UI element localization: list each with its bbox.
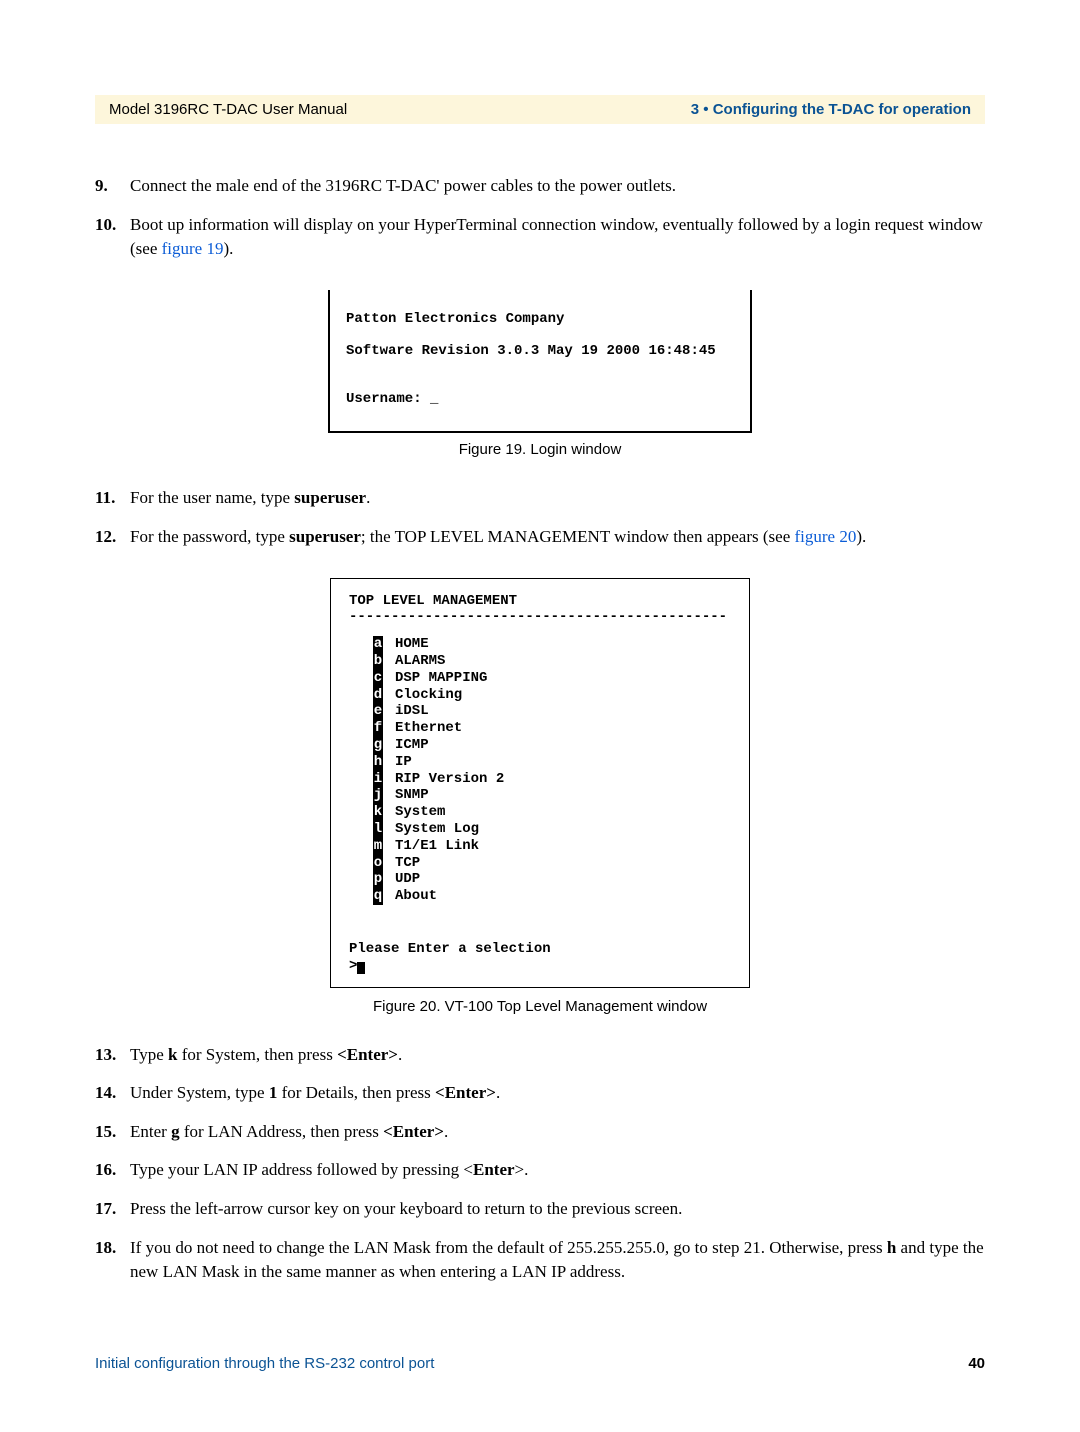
menu-row-i: iRIP Version 2 [373,771,504,788]
page-footer: Initial configuration through the RS-232… [95,1355,985,1372]
page-header-bar: Model 3196RC T-DAC User Manual 3 • Confi… [95,95,985,124]
footer-right-page-number: 40 [968,1355,985,1372]
steps-list-2: For the user name, type superuser. For th… [95,486,985,549]
step-12: For the password, type superuser; the TO… [130,525,985,550]
figure-20-prompt2: > [349,958,731,975]
menu-value: ALARMS [383,653,504,670]
menu-value: iDSL [383,703,504,720]
step-15: Enter g for LAN Address, then press <Ent… [130,1120,985,1145]
menu-key: e [373,703,383,720]
steps-list-3: Type k for System, then press <Enter>. Un… [95,1043,985,1285]
menu-row-l: lSystem Log [373,821,504,838]
menu-value: SNMP [383,787,504,804]
menu-value: UDP [383,871,504,888]
footer-left-text: Initial configuration through the RS-232… [95,1355,434,1372]
figure-ref-19: figure 19 [162,239,224,258]
menu-key: b [373,653,383,670]
menu-key: c [373,670,383,687]
menu-value: RIP Version 2 [383,771,504,788]
menu-key: o [373,855,383,872]
menu-value: T1/E1 Link [383,838,504,855]
menu-key: q [373,888,383,905]
menu-row-g: gICMP [373,737,504,754]
menu-value: HOME [383,636,504,653]
menu-row-b: bALARMS [373,653,504,670]
menu-value: About [383,888,504,905]
menu-row-q: qAbout [373,888,504,905]
menu-row-p: pUDP [373,871,504,888]
menu-row-f: fEthernet [373,720,504,737]
menu-row-e: eiDSL [373,703,504,720]
header-left-text: Model 3196RC T-DAC User Manual [109,101,347,118]
header-right-text: 3 • Configuring the T-DAC for operation [691,101,971,118]
menu-value: Clocking [383,687,504,704]
menu-row-a: aHOME [373,636,504,653]
figure-20-caption: Figure 20. VT-100 Top Level Management w… [95,998,985,1015]
figure-19-box: Patton Electronics Company Software Revi… [328,290,752,433]
menu-key: j [373,787,383,804]
step-17: Press the left-arrow cursor key on your … [130,1197,985,1222]
figure-19-line1: Patton Electronics Company [346,308,734,332]
menu-value: IP [383,754,504,771]
step-11: For the user name, type superuser. [130,486,985,511]
cursor-icon [357,962,365,974]
figure-20-title: TOP LEVEL MANAGEMENT [349,593,731,610]
figure-ref-20: figure 20 [795,527,857,546]
step-13: Type k for System, then press <Enter>. [130,1043,985,1068]
menu-value: DSP MAPPING [383,670,504,687]
step-14: Under System, type 1 for Details, then p… [130,1081,985,1106]
figure-20-menu: aHOMEbALARMScDSP MAPPINGdClockingeiDSLfE… [373,636,504,905]
menu-row-o: oTCP [373,855,504,872]
menu-key: k [373,804,383,821]
menu-row-c: cDSP MAPPING [373,670,504,687]
menu-key: p [373,871,383,888]
menu-key: f [373,720,383,737]
figure-20-prompt1: Please Enter a selection [349,941,731,958]
menu-row-k: kSystem [373,804,504,821]
menu-key: g [373,737,383,754]
figure-19-line2: Software Revision 3.0.3 May 19 2000 16:4… [346,340,734,364]
step-16: Type your LAN IP address followed by pre… [130,1158,985,1183]
menu-key: a [373,636,383,653]
menu-row-m: mT1/E1 Link [373,838,504,855]
menu-row-j: jSNMP [373,787,504,804]
step-9: Connect the male end of the 3196RC T-DAC… [130,174,985,199]
menu-value: System [383,804,504,821]
menu-value: Ethernet [383,720,504,737]
step-10: Boot up information will display on your… [130,213,985,262]
prompt-char: > [349,958,357,974]
figure-20-divider: ----------------------------------------… [349,609,731,626]
figure-20-box: TOP LEVEL MANAGEMENT -------------------… [330,578,750,988]
menu-value: System Log [383,821,504,838]
figure-19-line3: Username: _ [346,388,734,412]
step-18: If you do not need to change the LAN Mas… [130,1236,985,1285]
menu-value: TCP [383,855,504,872]
document-page: Model 3196RC T-DAC User Manual 3 • Confi… [0,0,1080,1432]
menu-key: d [373,687,383,704]
figure-19-caption: Figure 19. Login window [95,441,985,458]
menu-row-h: hIP [373,754,504,771]
menu-key: h [373,754,383,771]
menu-key: i [373,771,383,788]
menu-key: l [373,821,383,838]
menu-key: m [373,838,383,855]
steps-list-1: Connect the male end of the 3196RC T-DAC… [95,174,985,262]
menu-value: ICMP [383,737,504,754]
menu-row-d: dClocking [373,687,504,704]
